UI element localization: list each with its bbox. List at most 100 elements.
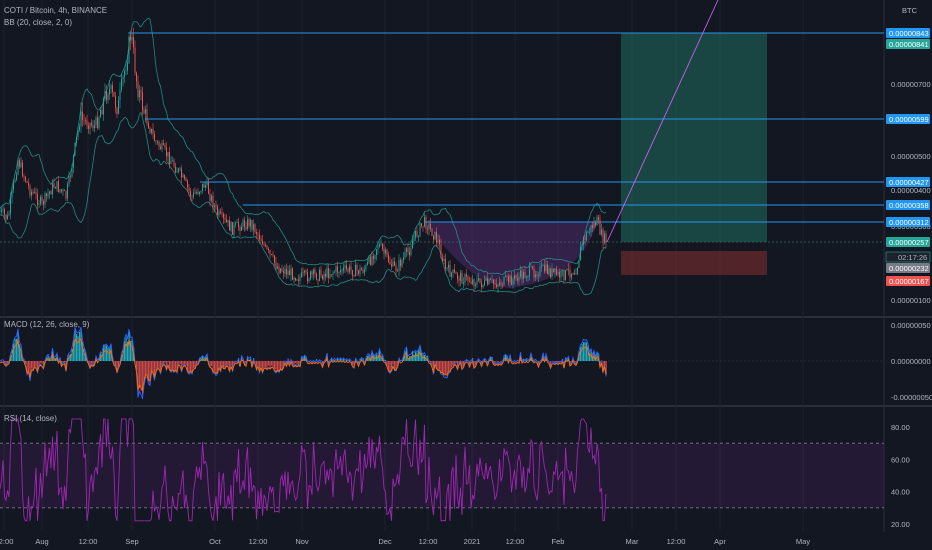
macd-histogram-bar — [64, 361, 66, 363]
macd-histogram-bar — [161, 361, 163, 367]
time-axis[interactable]: 12:00 Aug 12:00 Sep Oct 12:00 Nov Dec 12:00 2021 1… — [0, 537, 810, 546]
candle-body — [349, 266, 350, 272]
candle-body — [50, 191, 52, 195]
candle-body — [188, 187, 190, 191]
macd-histogram-bar — [586, 342, 588, 361]
price-axis[interactable]: 0.000007000.000005000.000004000.00000300… — [885, 28, 932, 529]
macd-histogram-bar — [182, 361, 184, 366]
candle-body — [235, 222, 236, 225]
candle-body — [85, 120, 86, 121]
candle-body — [320, 269, 322, 276]
price-tag: 0.00000257 — [886, 237, 930, 247]
horizontal-levels[interactable] — [0, 32, 884, 243]
candle-body — [371, 255, 373, 265]
candle-body — [206, 182, 208, 186]
macd-histogram-bar — [77, 336, 79, 361]
macd-histogram-bar — [296, 361, 298, 365]
macd-histogram-bar — [353, 361, 355, 366]
macd-histogram-bar — [74, 329, 76, 361]
candle-body — [290, 268, 292, 276]
candle-body — [436, 231, 437, 243]
candle-body — [392, 261, 394, 267]
stop-zone — [621, 251, 767, 275]
price-tag-label: 0.00000312 — [889, 218, 929, 227]
macd-histogram-bar — [158, 361, 160, 370]
candle-body — [20, 162, 22, 167]
macd-histogram-bar — [185, 361, 187, 366]
macd-histogram-bar — [463, 361, 465, 367]
candle-body — [487, 278, 488, 285]
candle-body — [268, 248, 269, 251]
candle-body — [454, 269, 455, 273]
candle-body — [329, 274, 331, 278]
bollinger-bands — [0, 17, 607, 296]
macd-histogram-bar — [145, 361, 147, 377]
candle-body — [125, 70, 127, 72]
candle-body — [104, 90, 106, 99]
candle-body — [7, 215, 8, 220]
candle-body — [211, 195, 212, 201]
rsi-legend[interactable]: RSI (14, close) — [4, 414, 57, 423]
macd-histogram-bar — [139, 361, 141, 388]
symbol-title[interactable]: COTI / Bitcoin, 4h, BINANCE — [4, 6, 108, 15]
price-tag-label: 0.00000599 — [889, 115, 929, 124]
macd-histogram-bar — [281, 361, 283, 371]
candle-body — [494, 283, 496, 285]
candle-body — [115, 96, 116, 108]
candle-body — [247, 219, 248, 230]
candle-body — [544, 265, 545, 272]
candle-body — [440, 244, 442, 258]
candle-body — [359, 268, 361, 274]
candle-body — [23, 176, 25, 177]
candle-body — [155, 141, 157, 142]
macd-histogram-bar — [601, 360, 603, 361]
candle-body — [400, 259, 401, 267]
candle-body — [427, 228, 428, 230]
candle-body — [481, 282, 482, 288]
price-tag: 0.00000427 — [886, 177, 930, 187]
macd-histogram-bar — [352, 361, 354, 365]
trend-line[interactable] — [606, 0, 719, 243]
price-tag-label: 0.00000427 — [889, 178, 929, 187]
candle-body — [302, 272, 304, 273]
price-axis-tick: 0.00000700 — [891, 80, 931, 89]
macd-histogram-bar — [392, 361, 394, 365]
candle-body — [233, 224, 235, 235]
candle-body — [575, 273, 577, 275]
candle-body — [157, 141, 158, 143]
time-axis-tick: 12:00 — [249, 537, 268, 546]
candle-body — [463, 282, 464, 284]
bb-legend[interactable]: BB (20, close, 2, 0) — [4, 18, 73, 27]
macd-histogram-bar — [227, 361, 229, 366]
candle-body — [232, 222, 233, 235]
macd-histogram-bar — [172, 361, 174, 371]
candle-body — [275, 262, 277, 269]
macd-histogram-bar — [257, 361, 259, 367]
candle-body — [589, 231, 590, 233]
candle-body — [106, 90, 107, 101]
macd-histogram-bar — [581, 344, 583, 361]
candle-body — [113, 91, 115, 97]
macd-histogram-bar — [25, 361, 27, 365]
macd-histogram-bar — [277, 361, 279, 371]
candle-body — [92, 125, 94, 129]
macd-legend[interactable]: MACD (12, 26, close, 9) — [4, 320, 90, 329]
macd-histogram-bar — [584, 341, 586, 361]
candle-body — [182, 175, 184, 178]
candle-body — [512, 279, 514, 285]
candle-body — [398, 259, 400, 272]
macd-histogram-bar — [418, 350, 420, 361]
candle-body — [316, 273, 317, 280]
candle-body — [410, 248, 412, 256]
macd-histogram-bar — [386, 361, 388, 368]
candle-body — [118, 99, 119, 115]
candle-body — [55, 187, 56, 189]
price-tag-bg — [886, 237, 930, 247]
macd-histogram-bar — [269, 361, 271, 369]
candle-body — [170, 161, 172, 165]
candle-body — [470, 281, 472, 284]
macd-histogram-bar — [268, 361, 270, 366]
macd-histogram-bar — [178, 361, 180, 364]
price-tag: 0.00000167 — [886, 276, 930, 286]
